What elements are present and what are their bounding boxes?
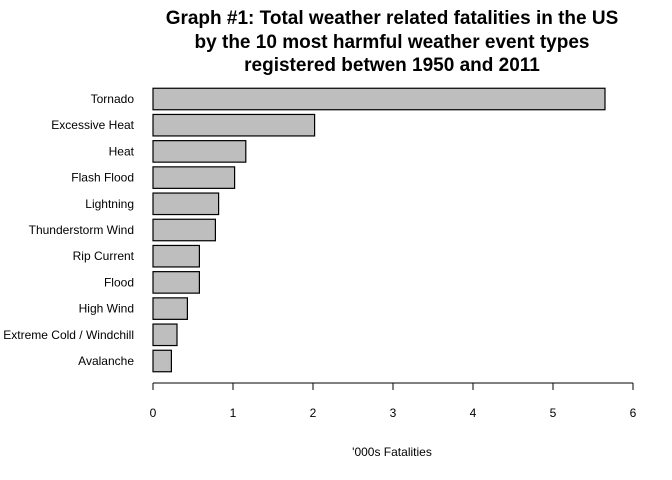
x-tick-label: 2 [310,406,317,420]
bar-rip-current [152,244,201,268]
bar-avalanche [152,349,172,373]
category-label: Lightning [85,197,134,211]
chart-title-line-2: by the 10 most harmful weather event typ… [195,32,590,53]
bar-thunderstorm-wind [152,218,217,242]
category-label: Extreme Cold / Windchill [3,328,134,342]
x-axis: 0 1 2 3 4 5 6 [150,382,637,420]
bars [152,87,606,373]
category-label: Heat [109,144,135,158]
bar-excessive-heat [152,113,316,137]
category-label: Excessive Heat [51,118,134,132]
x-tick-label: 4 [470,406,477,420]
category-label: Flood [104,275,134,289]
x-tick-label: 1 [230,406,237,420]
bar-flood [152,271,201,294]
bar-heat [152,140,247,163]
chart-title: Graph #1: Total weather related fataliti… [166,8,619,76]
category-label: High Wind [79,302,134,316]
category-label: Rip Current [73,249,135,263]
category-labels: Tornado Excessive Heat Heat Flash Flood Ligh… [3,92,134,368]
bar-lightning [152,192,220,216]
category-label: Tornado [91,92,135,106]
x-tick-label: 6 [630,406,637,420]
chart-title-line-3: registered betwen 1950 and 2011 [244,55,540,76]
x-axis-title: '000s Fatalities [352,445,432,459]
bar-extreme-cold-windchill [152,323,178,347]
bar-flash-flood [152,166,236,189]
category-label: Thunderstorm Wind [29,223,134,237]
x-tick-label: 5 [550,406,557,420]
chart-title-line-1: Graph #1: Total weather related fataliti… [166,8,619,29]
bar-tornado [152,87,606,111]
x-tick-label: 0 [150,406,157,420]
bar-high-wind [152,297,189,320]
category-label: Flash Flood [71,171,134,185]
x-tick-label: 3 [390,406,397,420]
category-label: Avalanche [78,354,134,368]
